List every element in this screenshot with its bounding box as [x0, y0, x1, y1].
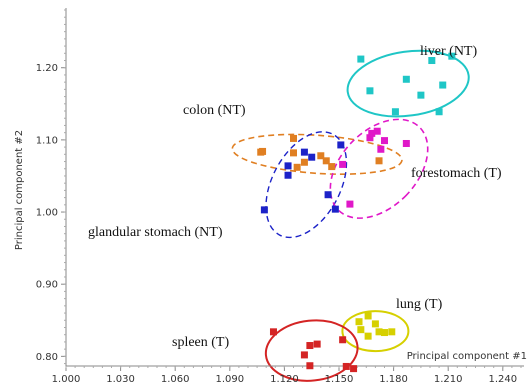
cluster-label: lung (T): [396, 297, 443, 312]
data-point: [357, 55, 365, 63]
data-point: [293, 163, 301, 171]
x-tick-label: 1.210: [434, 374, 463, 385]
data-point: [308, 153, 316, 161]
data-point: [346, 200, 354, 208]
cluster-ellipse: [346, 49, 470, 118]
y-tick-label: 0.90: [36, 280, 58, 291]
data-point: [439, 81, 447, 89]
data-point: [355, 318, 363, 326]
data-point: [381, 137, 388, 145]
x-tick-label: 1.180: [379, 374, 408, 385]
y-axis-title: Principal component #2: [14, 130, 25, 250]
data-point: [377, 145, 385, 153]
y-tick-label: 1.10: [36, 135, 58, 146]
data-point: [375, 328, 383, 336]
data-point: [357, 326, 365, 334]
data-point: [366, 87, 374, 95]
axes: 1.000 1.030 1.060 1.090 1.120 1.150 1.180 1.210…: [14, 8, 527, 385]
y-tick-label: 1.20: [36, 63, 58, 74]
data-point: [342, 362, 350, 370]
data-point: [350, 365, 358, 373]
data-point: [324, 191, 332, 199]
data-point: [339, 336, 347, 344]
data-point: [375, 157, 383, 165]
cluster-label: spleen (T): [172, 335, 229, 350]
data-point: [371, 320, 379, 328]
data-point: [300, 158, 308, 166]
data-point: [300, 148, 308, 156]
data-point: [373, 127, 381, 135]
cluster-label: forestomach (T): [411, 166, 502, 181]
data-point: [284, 171, 292, 179]
data-point: [364, 312, 372, 320]
x-tick-label: 1.000: [52, 374, 81, 385]
data-point: [313, 340, 321, 348]
data-point: [368, 129, 376, 137]
cluster-ellipse: [265, 131, 348, 239]
data-point: [317, 152, 325, 160]
data-point: [306, 342, 314, 350]
data-point: [260, 206, 268, 214]
data-point: [328, 163, 336, 171]
data-point: [290, 149, 297, 157]
cluster-ellipse: [341, 310, 410, 353]
cluster-ellipse: [329, 118, 429, 219]
data-point: [269, 328, 277, 336]
data-point: [306, 362, 314, 370]
y-tick-label: 0.80: [36, 352, 58, 363]
data-point: [391, 108, 399, 116]
data-points: [257, 52, 456, 373]
x-tick-label: 1.120: [270, 374, 299, 385]
cluster-ellipses: [231, 49, 470, 382]
x-tick-label: 1.030: [106, 374, 135, 385]
data-point: [402, 139, 410, 147]
x-axis-title: Principal component #1: [407, 351, 527, 362]
x-tick-label: 1.150: [325, 374, 354, 385]
cluster-label: glandular stomach (NT): [88, 225, 223, 240]
data-point: [448, 52, 456, 60]
cluster-label: liver (NT): [420, 44, 477, 59]
data-point: [381, 329, 388, 337]
y-tick-label: 1.00: [36, 208, 58, 219]
x-tick-label: 1.240: [488, 374, 517, 385]
x-tick-label: 1.060: [161, 374, 190, 385]
data-point: [331, 205, 339, 213]
data-point: [259, 147, 267, 155]
x-tick-label: 1.090: [215, 374, 244, 385]
data-point: [337, 141, 345, 149]
data-point: [388, 328, 396, 336]
data-point: [417, 91, 425, 99]
data-point: [428, 57, 436, 65]
data-point: [364, 332, 372, 340]
data-point: [366, 134, 374, 142]
cluster-ellipse: [264, 319, 359, 382]
data-point: [284, 162, 292, 170]
cluster-ellipse: [231, 133, 403, 175]
cluster-label: colon (NT): [183, 103, 246, 118]
data-point: [322, 157, 330, 165]
data-point: [339, 160, 347, 168]
data-point: [435, 108, 443, 116]
cluster-labels: liver (NT) colon (NT) glandular stomach (N…: [88, 44, 502, 350]
data-point: [300, 351, 308, 359]
data-point: [402, 75, 410, 83]
data-point: [290, 134, 297, 142]
